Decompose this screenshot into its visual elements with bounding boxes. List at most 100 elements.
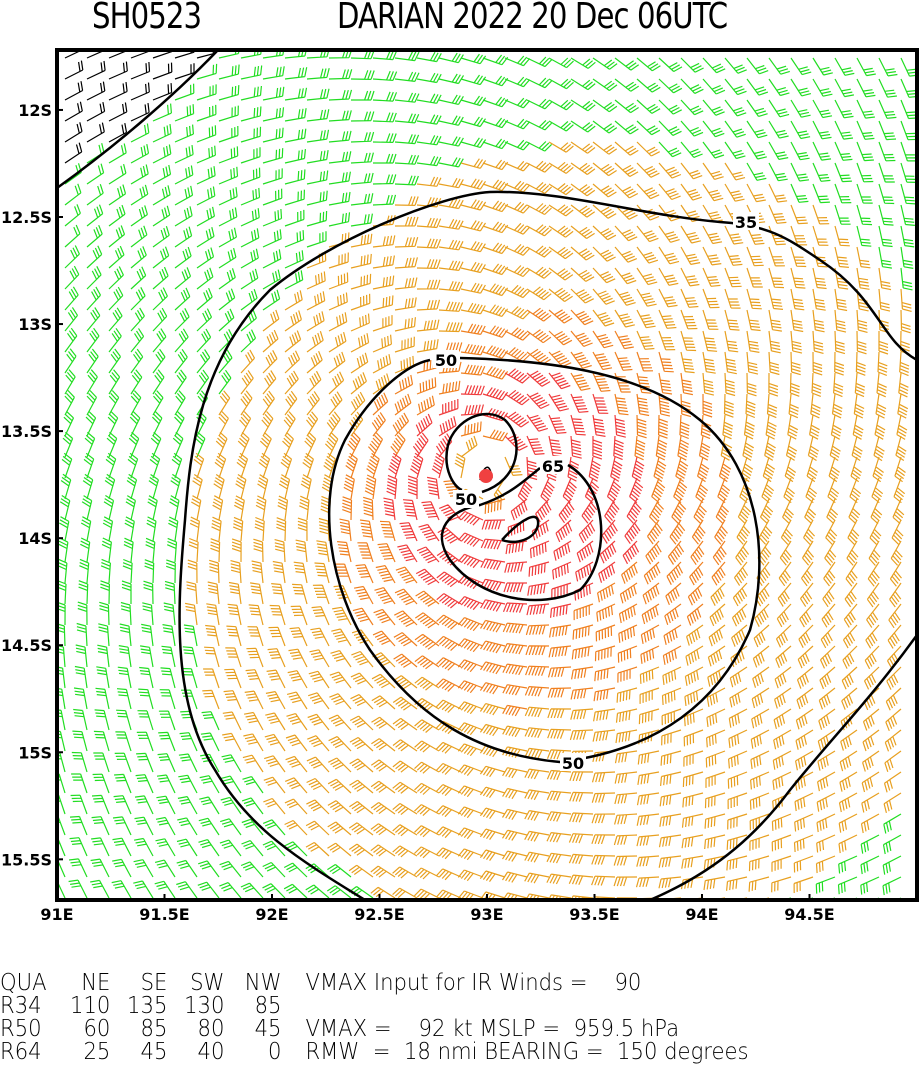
wind-barb (482, 221, 509, 234)
wind-barb (73, 687, 88, 710)
wind-barb (394, 237, 419, 248)
wind-barb (680, 57, 704, 73)
wind-barb (416, 279, 441, 290)
wind-barb (136, 731, 154, 752)
wind-barb (222, 732, 242, 752)
wind-barb (276, 517, 287, 542)
table-cell: 80 (197, 1016, 225, 1042)
wind-barb (108, 184, 127, 206)
wind-barb (194, 431, 206, 458)
wind-barb (724, 162, 746, 181)
wind-barb (482, 242, 509, 255)
wind-barb (658, 876, 682, 889)
wind-barb (392, 781, 418, 794)
wind-barb (869, 519, 882, 546)
wind-barb (715, 498, 730, 525)
wind-barb (745, 393, 756, 419)
wind-barb (724, 141, 746, 160)
wind-barb (86, 286, 102, 311)
wind-barb (126, 473, 138, 500)
wind-barb (640, 624, 660, 645)
wind-barb (768, 57, 790, 75)
wind-barb (890, 540, 903, 566)
wind-barb (842, 624, 858, 649)
wind-barb (724, 372, 736, 397)
wind-barb (658, 267, 679, 286)
wind-barb (262, 370, 277, 395)
wind-barb (726, 855, 748, 871)
wind-barb (204, 646, 220, 668)
wind-barb (780, 519, 793, 545)
wind-barb (305, 884, 330, 899)
wind-barb (856, 57, 876, 77)
wind-barb (834, 267, 849, 290)
wind-barb (64, 265, 80, 290)
wind-barb (658, 834, 682, 848)
wind-barb (831, 393, 843, 419)
wind-barb (614, 120, 639, 135)
wind-barb (218, 125, 239, 143)
wind-barb (414, 655, 440, 670)
wind-barb (309, 649, 330, 668)
wind-barb (571, 666, 594, 680)
wind-barb (636, 855, 660, 867)
wind-barb (507, 519, 528, 537)
wind-barb (783, 477, 795, 504)
wind-barb (591, 813, 616, 824)
wind-barb (327, 778, 352, 794)
wind-barb (484, 498, 506, 514)
wind-barb (86, 60, 106, 80)
wind-barb (130, 103, 150, 122)
wind-barb (113, 795, 132, 815)
wind-barb (258, 452, 271, 479)
wind-barb (787, 414, 799, 440)
wind-barb (143, 580, 154, 605)
wind-barb (438, 281, 464, 292)
wind-barb (370, 759, 396, 773)
wind-barb (268, 626, 286, 647)
wind-barb (443, 480, 462, 500)
wind-barb (104, 473, 116, 500)
wind-barb (198, 817, 220, 836)
wind-barb (812, 309, 825, 333)
wind-barb (264, 733, 286, 752)
y-tick-label: 14S (18, 529, 52, 548)
wind-barb (457, 827, 484, 840)
wind-barb (614, 183, 639, 199)
wind-barb (482, 345, 509, 359)
storm-center-marker (479, 469, 493, 483)
wind-barb (746, 57, 769, 75)
wind-barb (636, 162, 660, 178)
wind-barb (526, 224, 552, 237)
wind-barb (724, 99, 747, 117)
wind-barb (418, 523, 440, 542)
wind-barb (614, 750, 638, 764)
wind-barb (359, 519, 374, 542)
wind-barb (821, 603, 836, 628)
wind-barb (107, 410, 119, 437)
wind-barb (196, 186, 216, 206)
wind-barb (658, 309, 677, 329)
wind-barb (768, 246, 785, 267)
wind-barb (812, 267, 827, 290)
wind-barb (394, 317, 416, 332)
wind-barb (548, 204, 574, 217)
wind-barb (815, 855, 836, 874)
wind-barb (691, 519, 706, 545)
wind-barb (746, 162, 767, 181)
wind-barb (548, 309, 573, 324)
wind-barb (570, 99, 596, 112)
wind-barb (882, 876, 902, 896)
wind-barb (342, 496, 353, 521)
wind-barb (282, 431, 294, 458)
wind-barb (152, 164, 172, 185)
wind-barb (614, 204, 638, 220)
wind-barb (159, 689, 176, 710)
wind-barb (350, 352, 369, 374)
wind-barb (115, 731, 132, 752)
wind-barb (647, 519, 663, 545)
wind-barb (71, 773, 88, 794)
wind-barb (863, 666, 880, 690)
wind-barb (834, 330, 846, 355)
wind-barb (261, 411, 274, 437)
